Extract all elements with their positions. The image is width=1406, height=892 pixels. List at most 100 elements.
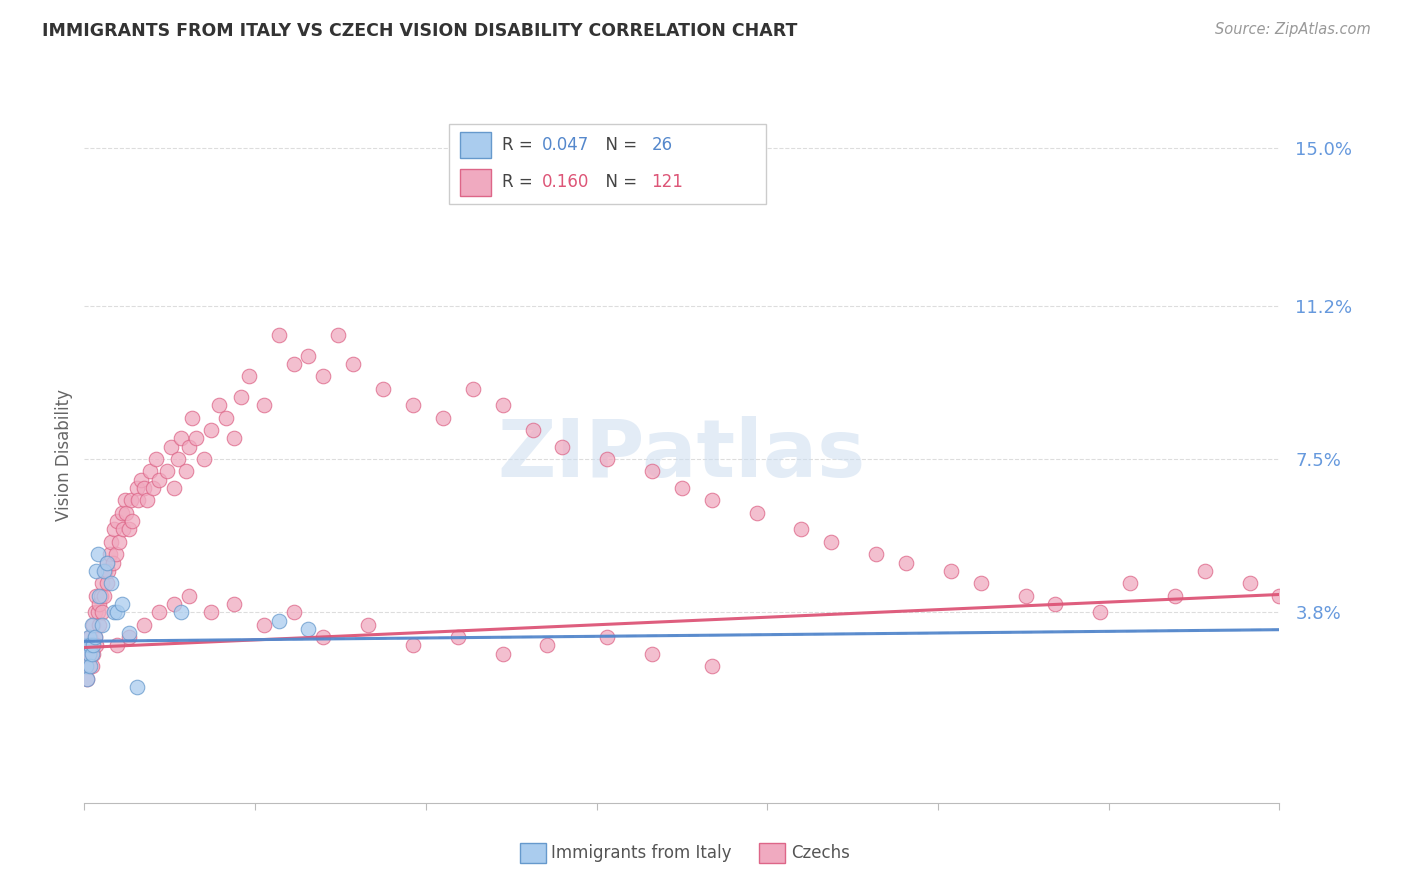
Point [177,589,200,603]
Point [107,535,129,549]
Point [167,452,190,467]
Point [132,481,156,495]
Point [297,349,319,363]
Point [1268,589,1291,603]
Point [91,576,114,591]
Point [105,605,128,619]
Point [790,523,813,537]
Point [142,481,165,495]
Point [312,369,335,384]
Point [139,465,162,479]
Point [83,605,105,619]
Point [93,564,115,578]
Point [96,556,118,570]
Point [641,465,664,479]
Point [125,481,148,495]
Point [174,465,197,479]
Point [79,647,101,661]
Point [357,617,380,632]
Point [77,659,100,673]
Text: ZIPatlas: ZIPatlas [498,416,866,494]
Point [127,493,149,508]
Point [148,473,170,487]
Point [208,398,231,412]
Point [177,440,200,454]
Point [283,357,305,371]
Point [745,506,768,520]
Point [105,639,128,653]
Point [238,369,260,384]
Point [79,639,101,653]
Point [671,481,693,495]
Point [118,630,141,644]
Point [700,659,723,673]
Point [865,547,887,561]
Point [1119,576,1142,591]
Point [222,597,245,611]
Point [148,605,170,619]
Point [103,605,125,619]
Point [89,617,111,632]
Y-axis label: Vision Disability: Vision Disability [55,389,73,521]
Point [253,398,276,412]
Point [267,614,290,628]
Text: 0.047: 0.047 [541,136,589,154]
Text: N =: N = [595,136,643,154]
Point [1194,564,1216,578]
Point [186,431,208,445]
Point [970,576,993,591]
Point [163,481,186,495]
Text: IMMIGRANTS FROM ITALY VS CZECH VISION DISABILITY CORRELATION CHART: IMMIGRANTS FROM ITALY VS CZECH VISION DI… [42,22,797,40]
Point [111,597,134,611]
Point [129,473,152,487]
Point [82,617,104,632]
Point [86,639,108,653]
Point [551,440,574,454]
Point [89,597,111,611]
Point [170,431,193,445]
Point [894,556,917,570]
Point [77,639,100,653]
Point [105,514,128,528]
Point [1164,589,1187,603]
Point [112,523,135,537]
Text: Immigrants from Italy: Immigrants from Italy [551,844,731,862]
Point [91,617,114,632]
Point [402,639,425,653]
Point [80,639,103,653]
Point [121,514,143,528]
Point [96,556,118,570]
Point [180,410,202,425]
Point [76,647,98,661]
Point [94,564,117,578]
Text: 121: 121 [651,173,683,192]
Point [1239,576,1261,591]
Point [82,639,104,653]
Point [222,431,245,445]
Point [89,589,111,603]
Point [91,605,114,619]
Point [939,564,962,578]
Point [447,630,470,644]
Point [283,605,305,619]
Point [86,589,108,603]
Point [103,523,125,537]
Point [492,647,515,661]
Point [98,547,121,561]
Point [77,630,100,644]
Point [328,327,350,342]
Point [114,493,136,508]
Point [125,680,148,694]
Point [253,617,276,632]
Text: 0.160: 0.160 [541,173,589,192]
Point [820,535,842,549]
Text: N =: N = [595,173,643,192]
Point [86,564,108,578]
Point [155,465,177,479]
Point [1045,597,1067,611]
Point [312,630,335,644]
Point [118,523,141,537]
Text: Czechs: Czechs [792,844,851,862]
Point [87,547,110,561]
Point [342,357,364,371]
